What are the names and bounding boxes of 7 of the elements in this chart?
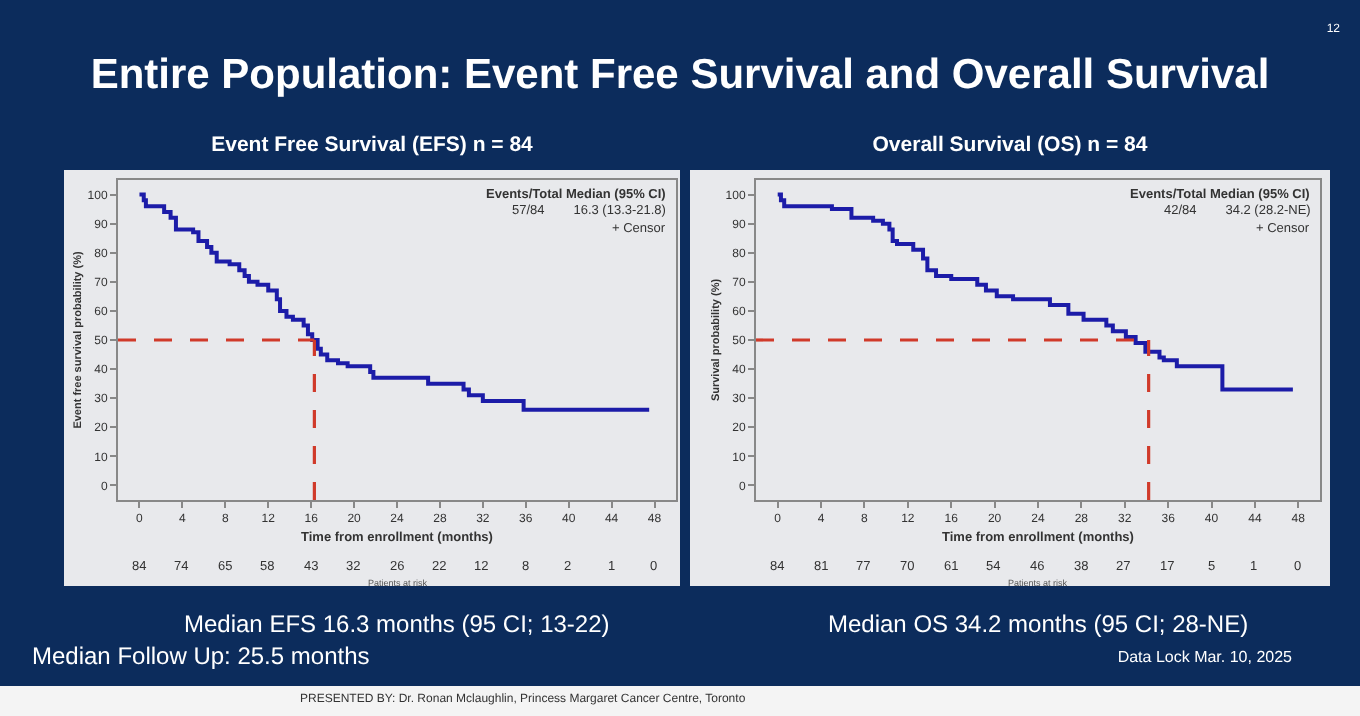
chart-title: Overall Survival (OS) n = 84 [872, 132, 1148, 157]
text: Median EFS 16.3 months (95 CI; 13-22) [184, 610, 610, 638]
text: Data Lock Mar. 10, 2025 [1117, 648, 1292, 666]
text: Entire Population: Event Free Survival and Overall Survival [88, 52, 1272, 100]
text: Median Follow Up: 25.5 months [32, 642, 370, 670]
chart-title: Event Free Survival (EFS) n = 84 [211, 132, 534, 157]
text: Median OS 34.2 months (95 CI; 28-NE) [828, 610, 1249, 638]
